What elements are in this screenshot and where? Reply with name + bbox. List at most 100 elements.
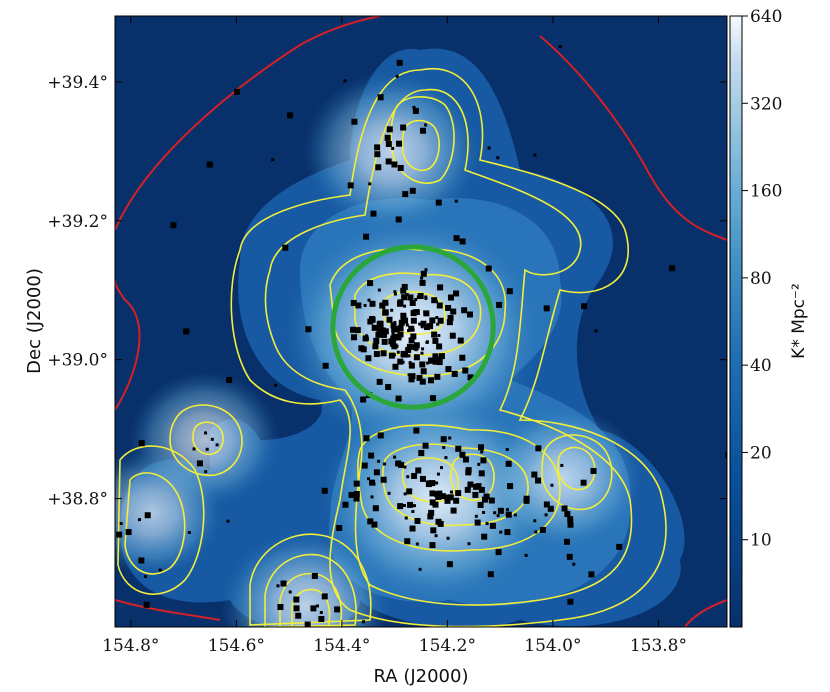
galaxy-marker-253 <box>478 486 485 493</box>
galaxy-marker-311 <box>368 182 372 186</box>
galaxy-marker-312 <box>402 191 409 198</box>
galaxy-marker-320 <box>310 605 317 612</box>
galaxy-marker-394 <box>226 519 230 523</box>
galaxy-marker-366 <box>355 302 362 309</box>
galaxy-marker-280 <box>480 457 487 464</box>
galaxy-marker-263 <box>353 490 360 497</box>
galaxy-marker-406 <box>170 222 177 229</box>
galaxy-marker-267 <box>380 476 387 483</box>
galaxy-marker-355 <box>544 513 548 517</box>
galaxy-marker-158 <box>408 376 415 383</box>
galaxy-marker-115 <box>426 361 430 365</box>
galaxy-marker-86 <box>445 366 452 373</box>
galaxy-marker-391 <box>506 288 513 295</box>
galaxy-marker-189 <box>505 511 512 518</box>
galaxy-marker-287 <box>383 462 387 466</box>
galaxy-marker-374 <box>473 483 480 490</box>
galaxy-marker-395 <box>581 303 588 310</box>
galaxy-marker-94 <box>362 335 369 342</box>
galaxy-marker-59 <box>416 374 423 381</box>
galaxy-marker-317 <box>295 612 302 619</box>
galaxy-marker-55 <box>398 319 405 326</box>
galaxy-marker-143 <box>397 325 404 332</box>
galaxy-marker-187 <box>387 491 391 495</box>
galaxy-marker-142 <box>402 315 406 319</box>
galaxy-marker-170 <box>405 323 409 327</box>
galaxy-marker-308 <box>374 144 381 151</box>
galaxy-marker-103 <box>413 342 420 349</box>
galaxy-marker-241 <box>429 542 436 549</box>
galaxy-marker-322 <box>315 604 319 608</box>
galaxy-marker-135 <box>382 299 389 306</box>
galaxy-marker-260 <box>377 432 384 439</box>
galaxy-marker-208 <box>440 436 447 443</box>
galaxy-marker-247 <box>478 444 485 451</box>
galaxy-marker-161 <box>390 335 397 342</box>
galaxy-marker-124 <box>379 327 386 334</box>
galaxy-marker-162 <box>425 340 429 344</box>
galaxy-marker-151 <box>447 314 454 321</box>
galaxy-marker-244 <box>474 514 478 518</box>
galaxy-marker-202 <box>513 513 517 517</box>
galaxy-marker-388 <box>480 450 484 454</box>
galaxy-marker-304 <box>397 164 404 171</box>
galaxy-marker-163 <box>447 294 454 301</box>
galaxy-marker-119 <box>390 308 394 312</box>
galaxy-marker-269 <box>406 475 410 479</box>
galaxy-marker-309 <box>391 146 395 150</box>
galaxy-marker-301 <box>396 59 403 66</box>
galaxy-marker-80 <box>413 309 420 316</box>
galaxy-marker-230 <box>493 511 497 515</box>
galaxy-marker-205 <box>403 492 407 496</box>
galaxy-marker-344 <box>567 516 574 523</box>
galaxy-marker-28 <box>376 378 383 385</box>
galaxy-marker-335 <box>560 463 564 467</box>
galaxy-marker-26 <box>396 350 400 354</box>
galaxy-marker-126 <box>408 362 415 369</box>
galaxy-marker-68 <box>411 309 415 313</box>
galaxy-marker-167 <box>419 279 426 286</box>
galaxy-marker-350 <box>563 538 570 545</box>
galaxy-marker-154 <box>420 351 424 355</box>
y-tick-label-4: +38.8° <box>47 490 108 510</box>
galaxy-marker-288 <box>425 481 432 488</box>
galaxy-marker-319 <box>276 584 280 588</box>
galaxy-marker-38 <box>403 304 407 308</box>
density-peak-1 <box>283 214 544 449</box>
galaxy-marker-44 <box>429 395 436 402</box>
galaxy-marker-81 <box>409 299 416 306</box>
density-peak-6 <box>482 405 644 551</box>
galaxy-marker-359 <box>144 512 151 519</box>
galaxy-marker-400 <box>543 305 550 312</box>
galaxy-marker-82 <box>367 280 374 287</box>
galaxy-marker-343 <box>572 562 576 566</box>
galaxy-marker-360 <box>158 568 162 572</box>
galaxy-marker-362 <box>116 531 123 538</box>
galaxy-marker-273 <box>499 530 503 534</box>
galaxy-marker-314 <box>293 605 300 612</box>
galaxy-marker-338 <box>531 471 538 478</box>
galaxy-marker-349 <box>547 505 554 512</box>
y-tick-label-2: +39.2° <box>47 212 108 232</box>
galaxy-marker-235 <box>477 462 481 466</box>
galaxy-marker-153 <box>405 293 409 297</box>
colorbar-gradient <box>729 15 743 628</box>
galaxy-marker-339 <box>539 526 546 533</box>
galaxy-marker-67 <box>406 343 413 350</box>
galaxy-marker-157 <box>466 311 473 318</box>
galaxy-marker-183 <box>453 497 460 504</box>
colorbar-tick-label-2: 320 <box>750 94 782 114</box>
density-peak-7 <box>115 448 224 577</box>
galaxy-marker-251 <box>455 490 462 497</box>
galaxy-marker-368 <box>435 199 442 206</box>
galaxy-marker-298 <box>395 216 402 223</box>
galaxy-marker-54 <box>354 327 361 334</box>
galaxy-marker-24 <box>395 395 402 402</box>
colorbar: 640 320 160 80 40 20 10 K* Mpc⁻² <box>729 7 809 628</box>
galaxy-marker-380 <box>96 435 102 441</box>
galaxy-marker-110 <box>420 325 424 329</box>
galaxy-marker-100 <box>429 317 436 324</box>
galaxy-marker-215 <box>444 494 451 501</box>
galaxy-marker-379 <box>754 154 760 160</box>
galaxy-marker-284 <box>411 472 418 479</box>
